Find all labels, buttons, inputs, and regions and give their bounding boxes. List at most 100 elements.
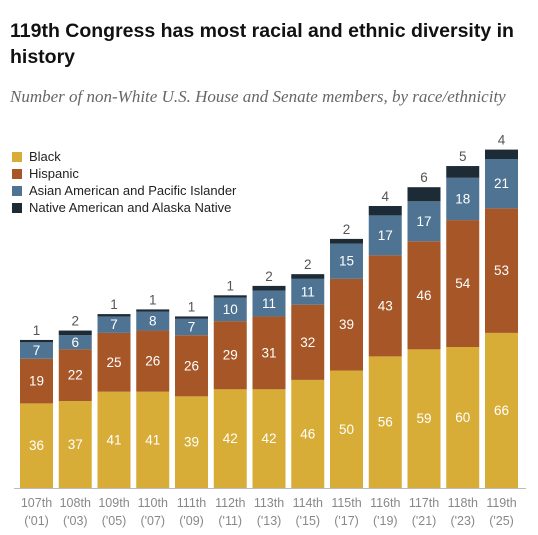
data-label-native: 1 [110,297,118,312]
x-tick-label-congress: 110th [138,496,168,510]
bar-segment-native [407,187,441,202]
data-label-black: 39 [184,435,199,450]
data-label-native: 6 [420,170,428,185]
data-label-asian: 7 [188,320,196,335]
legend-item-native: Native American and Alaska Native [12,199,236,216]
legend-item-black: Black [12,148,236,165]
data-label-asian: 18 [455,191,470,206]
bar-segment-asian [446,177,480,221]
x-tick-label-congress: 109th [98,496,129,510]
data-label-hispanic: 46 [416,288,431,303]
bar-segment-hispanic [446,220,480,347]
legend-swatch-asian [12,185,22,196]
bar-segment-native [213,295,247,298]
x-tick-label-year: ('19) [373,514,398,528]
bar-segment-asian [291,278,325,305]
x-tick-label-congress: 117th [409,496,439,510]
x-tick-label-congress: 118th [448,496,478,510]
data-label-asian: 7 [33,343,41,358]
data-label-hispanic: 54 [455,276,471,291]
data-label-native: 1 [226,278,234,293]
data-label-hispanic: 29 [223,348,238,363]
x-tick-label-congress: 113th [254,496,284,510]
x-tick-label-congress: 119th [486,496,516,510]
bar-segment-black [330,370,363,488]
data-label-black: 46 [300,426,315,441]
bar-segment-asian [252,290,286,317]
bar-segment-hispanic [485,208,518,333]
legend-label-asian: Asian American and Pacific Islander [29,183,237,198]
data-label-black: 60 [455,410,470,425]
bar-segment-asian [368,215,402,256]
data-label-black: 37 [68,437,83,452]
data-label-black: 66 [494,403,509,418]
x-tick-label-congress: 111th [177,496,206,510]
chart-subtitle: Number of non-White U.S. House and Senat… [10,87,506,106]
legend-item-asian: Asian American and Pacific Islander [12,182,236,199]
x-tick-label-congress: 114th [293,496,323,510]
legend-label-black: Black [29,149,61,164]
bar-segment-hispanic [291,304,325,380]
x-tick-label-congress: 115th [331,496,361,510]
data-label-black: 56 [378,415,393,430]
bar-segment-asian [20,342,53,359]
data-label-black: 50 [339,422,354,437]
bar-segment-native [136,309,170,312]
bar-segment-black [97,391,131,488]
legend: Black Hispanic Asian American and Pacifi… [12,148,236,216]
bar-segment-hispanic [252,316,286,390]
x-tick-label-year: ('07) [140,514,165,528]
x-tick-label-year: ('03) [63,514,88,528]
bar-segment-asian [97,316,131,333]
bar-segment-black [213,389,247,488]
x-tick-label-year: ('01) [24,514,49,528]
data-label-hispanic: 53 [494,263,509,278]
data-label-asian: 8 [149,314,157,329]
data-label-asian: 7 [110,317,118,332]
data-label-native: 1 [33,323,41,338]
data-label-hispanic: 25 [106,355,121,370]
data-label-hispanic: 32 [300,335,315,350]
bar-segment-black [252,389,286,488]
bar-segment-black [407,349,441,488]
data-label-black: 36 [29,438,44,453]
x-tick-label-congress: 112th [215,496,245,510]
bar-segment-black [136,391,170,488]
data-label-asian: 11 [301,284,315,299]
data-label-native: 4 [381,189,389,204]
data-label-black: 41 [106,432,121,447]
data-label-hispanic: 31 [261,345,276,360]
legend-swatch-native [12,202,22,213]
data-label-asian: 10 [223,302,238,317]
data-label-native: 5 [459,149,467,164]
bar-segment-black [20,403,53,488]
data-label-native: 1 [149,292,157,307]
legend-item-hispanic: Hispanic [12,165,236,182]
x-tick-label-year: ('09) [179,514,204,528]
x-tick-label-congress: 116th [370,496,400,510]
bar-segment-hispanic [20,358,53,404]
bar-segment-native [97,314,131,317]
x-tick-label-year: ('13) [257,514,282,528]
data-label-native: 2 [265,269,273,284]
data-label-black: 42 [223,431,238,446]
bar-segment-native [175,316,208,319]
bar-segment-native [58,330,92,336]
bar-segment-hispanic [58,349,92,402]
x-tick-label-congress: 108th [60,496,91,510]
bar-segment-hispanic [136,330,170,392]
data-label-native: 2 [71,314,79,329]
bar-segment-asian [175,318,208,336]
x-tick-label-year: ('23) [450,514,475,528]
data-label-black: 41 [145,432,160,447]
x-tick-label-year: ('15) [295,514,320,528]
bar-segment-asian [213,297,247,322]
bar-segment-hispanic [97,332,131,392]
bar-segment-asian [136,311,170,331]
bar-segment-native [20,339,53,343]
bar-segment-asian [485,159,518,209]
x-tick-label-congress: 107th [21,496,52,510]
bar-segment-asian [330,243,363,279]
bar-segment-black [175,396,208,488]
